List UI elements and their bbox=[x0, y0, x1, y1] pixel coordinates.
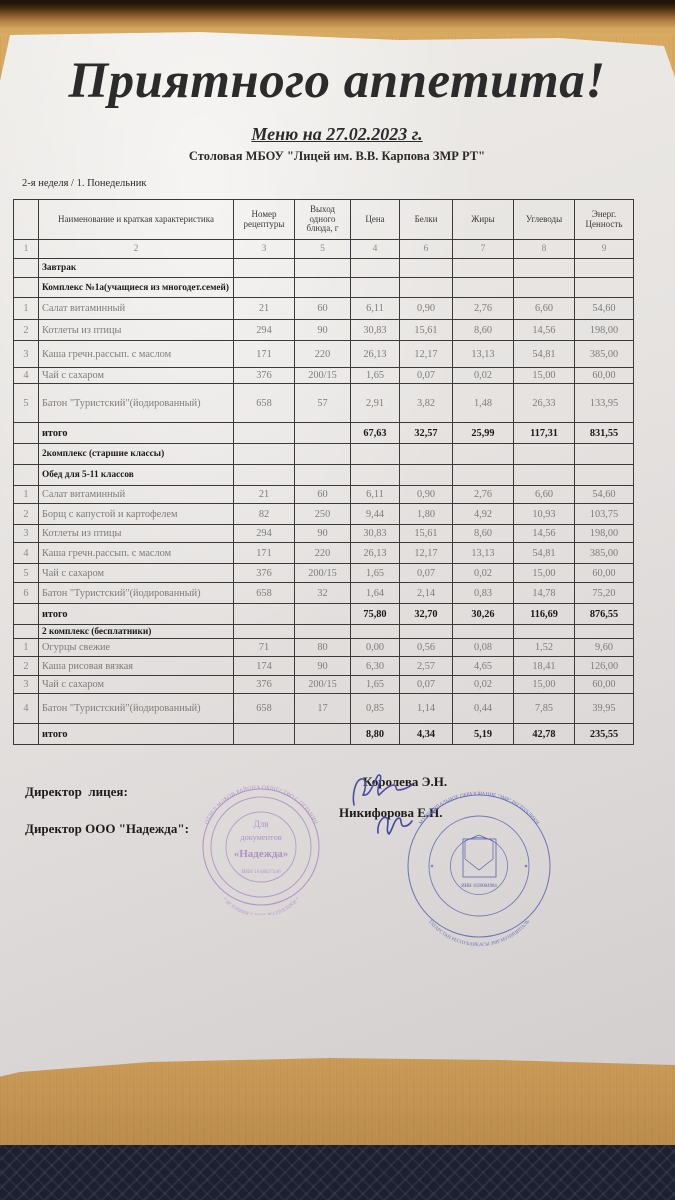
svg-text:документов: документов bbox=[240, 833, 281, 842]
svg-text:Для: Для bbox=[254, 819, 269, 829]
svg-text:* ИСТОЧНИК * ЗМРТ РЕСПУБЛИКИ *: * ИСТОЧНИК * ЗМРТ РЕСПУБЛИКИ * bbox=[221, 897, 301, 915]
svg-text:ТАТАРСТАН РЕСПУБЛИКАСЫ ЗМР МУН: ТАТАРСТАН РЕСПУБЛИКАСЫ ЗМР МУНИЦИПАЛЬ bbox=[427, 919, 531, 948]
svg-text:ИНН 1820004984: ИНН 1820004984 bbox=[461, 884, 497, 889]
svg-text:МУНИЦИПАЛЬНОЕ ОБРАЗОВАНИЕ "ЗМР: МУНИЦИПАЛЬНОЕ ОБРАЗОВАНИЕ "ЗМР" РЕСПУБЛИ… bbox=[418, 791, 540, 826]
svg-text:ИНН 1644027546: ИНН 1644027546 bbox=[241, 869, 281, 875]
svg-text:«Надежда»: «Надежда» bbox=[234, 848, 289, 860]
